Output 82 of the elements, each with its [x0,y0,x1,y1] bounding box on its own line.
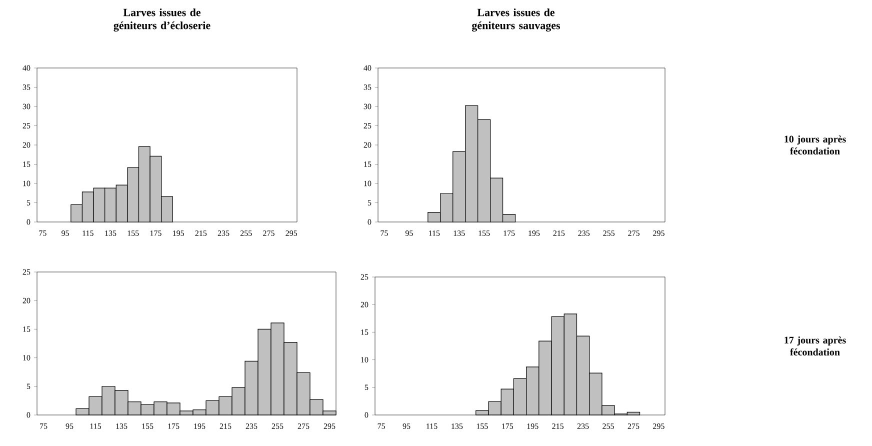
y-tick-label: 5 [368,200,372,206]
x-tick-label: 115 [426,424,438,429]
x-tick-label: 155 [128,230,139,236]
chart-title: Larves issues de géniteurs d’écloserie [114,8,210,32]
x-tick-label: 115 [90,424,102,429]
x-tick-label: 175 [502,424,514,429]
x-tick-label: 275 [628,424,640,429]
x-tick-label: 255 [240,230,252,236]
y-tick-label: 15 [23,326,30,332]
y-tick-label: 0 [368,219,372,225]
x-tick-label: 195 [194,424,206,429]
y-tick-label: 10 [361,357,368,362]
text: 10 jours après fécondation [784,135,846,155]
y-tick-label: 0 [26,219,30,225]
y-tick-label: 0 [364,412,368,418]
x-tick-label: 255 [603,230,615,236]
x-tick-label: 155 [476,424,488,429]
y-tick-label: 35 [22,84,30,90]
y-tick-label: 15 [361,330,368,335]
x-tick-label: 135 [116,424,128,429]
y-tick-label: 25 [364,123,372,128]
y-tick-label: 20 [360,302,368,308]
y-tick-label: 35 [364,84,372,90]
y-tick-label: 30 [22,104,30,110]
y-tick-label: 5 [26,384,30,390]
y-tick-label: 40 [364,65,372,71]
x-tick-label: 235 [578,230,590,236]
y-tick-label: 15 [364,162,372,167]
x-tick-label: 195 [527,424,538,429]
x-tick-label: 135 [452,424,463,429]
x-tick-label: 295 [286,230,298,236]
y-tick-label: 20 [22,298,30,304]
x-tick-label: 175 [504,230,515,236]
x-tick-label: 75 [40,424,48,429]
x-tick-label: 135 [454,230,465,236]
x-tick-label: 295 [324,424,336,429]
x-tick-label: 275 [298,424,310,429]
x-tick-label: 175 [168,424,180,429]
x-tick-label: 75 [39,230,46,236]
text: 17 jours après fécondation [784,336,846,356]
y-tick-label: 40 [22,65,30,71]
x-tick-label: 235 [246,424,258,429]
y-tick-label: 10 [23,180,30,186]
y-tick-label: 30 [364,104,372,110]
x-tick-label: 295 [653,424,664,429]
x-tick-label: 95 [66,424,74,429]
y-tick-label: 10 [23,355,30,360]
x-tick-label: 135 [105,230,116,236]
x-tick-label: 235 [577,424,589,429]
y-tick-label: 25 [22,123,30,128]
x-tick-label: 215 [553,230,565,236]
x-tick-label: 275 [628,230,640,236]
x-tick-label: 95 [62,230,69,236]
x-tick-label: 95 [402,424,410,429]
x-tick-label: 255 [272,424,284,429]
x-tick-label: 95 [405,230,413,236]
x-tick-label: 255 [602,424,614,429]
y-tick-label: 25 [360,274,368,280]
x-tick-label: 75 [378,424,385,429]
x-tick-label: 215 [220,424,232,429]
y-tick-label: 5 [364,384,368,390]
x-tick-label: 195 [173,230,184,236]
x-tick-label: 215 [552,424,564,429]
y-tick-label: 25 [22,269,30,275]
y-tick-label: 15 [23,162,30,167]
y-tick-label: 20 [364,142,372,148]
y-tick-label: 5 [26,200,30,206]
y-tick-label: 20 [22,142,30,148]
x-tick-label: 155 [478,230,490,236]
x-tick-label: 115 [429,230,440,236]
x-tick-label: 75 [380,230,388,236]
y-tick-label: 0 [26,412,30,418]
x-tick-label: 195 [528,230,540,236]
x-tick-label: 175 [150,230,162,236]
chart-title: Larves issues de géniteurs sauvages [472,8,560,32]
x-tick-label: 115 [82,230,94,236]
x-tick-label: 295 [653,230,664,236]
y-tick-label: 10 [364,180,372,186]
x-tick-label: 155 [142,424,154,429]
x-tick-label: 215 [195,230,207,236]
x-tick-label: 275 [263,230,274,236]
x-tick-label: 235 [218,230,230,236]
